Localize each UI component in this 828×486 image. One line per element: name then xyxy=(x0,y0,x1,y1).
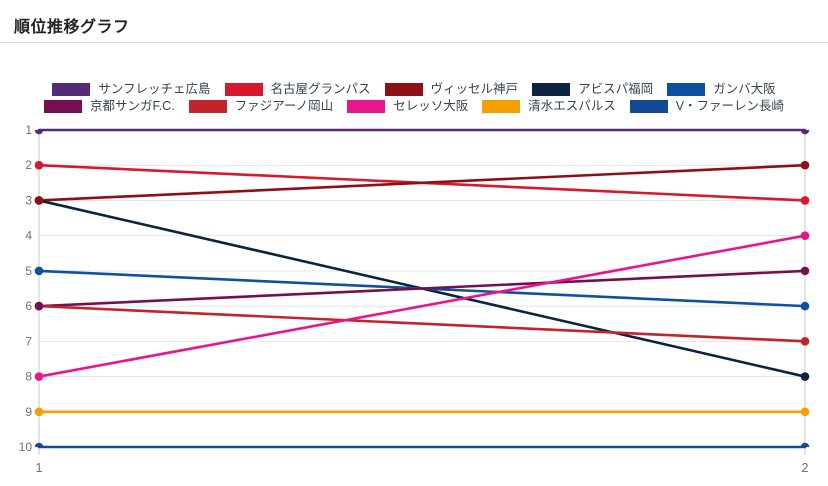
legend-swatch-icon xyxy=(667,82,706,96)
x-axis-tick-label: 2 xyxy=(802,461,809,475)
legend-item[interactable]: ヴィッセル神戸 xyxy=(384,82,519,96)
data-point xyxy=(800,337,810,346)
data-point xyxy=(34,442,44,447)
y-axis-tick-label: 9 xyxy=(25,405,32,419)
x-axis-tick-label: 1 xyxy=(36,461,43,475)
legend-item[interactable]: セレッソ大阪 xyxy=(347,99,468,113)
legend-label: アビスパ福岡 xyxy=(578,82,654,96)
legend-label: サンフレッチェ広島 xyxy=(98,82,211,96)
y-axis-tick-label: 2 xyxy=(25,158,32,172)
y-axis-tick-label: 3 xyxy=(25,193,32,207)
page-title: 順位推移グラフ xyxy=(14,19,130,36)
legend-row: 京都サンガF.C. ファジアーノ岡山 セレッソ大阪 清水エスパルス V・ファーレン長崎 xyxy=(0,99,828,113)
legend-label: V・ファーレン長崎 xyxy=(675,99,785,113)
legend-swatch-icon xyxy=(347,99,386,113)
legend-item[interactable]: サンフレッチェ広島 xyxy=(52,82,211,96)
y-axis-tick-label: 1 xyxy=(25,123,32,137)
data-point xyxy=(800,196,810,205)
y-axis-tick-label: 7 xyxy=(25,334,32,348)
legend-swatch-icon xyxy=(224,82,263,96)
legend-swatch-icon xyxy=(384,82,423,96)
title-divider xyxy=(0,42,828,43)
legend-item[interactable]: 京都サンガF.C. xyxy=(43,99,175,113)
chart-legend: サンフレッチェ広島 名古屋グランパス ヴィッセル神戸 アビスパ福岡 ガンバ大阪京都サンガ… xyxy=(0,82,828,113)
data-point xyxy=(34,301,44,311)
series-markers xyxy=(34,130,810,447)
data-point xyxy=(800,231,810,240)
legend-label: 清水エスパルス xyxy=(528,99,616,113)
y-axis-tick-label: 8 xyxy=(25,370,32,384)
legend-item[interactable]: アビスパ福岡 xyxy=(532,82,653,96)
data-point xyxy=(800,442,810,447)
data-point xyxy=(800,301,810,311)
legend-label: ヴィッセル神戸 xyxy=(430,82,519,96)
data-point xyxy=(800,372,810,381)
data-point xyxy=(800,407,810,417)
legend-label: セレッソ大阪 xyxy=(393,99,469,113)
data-point xyxy=(34,160,44,170)
legend-label: 京都サンガF.C. xyxy=(89,99,175,113)
legend-item[interactable]: 清水エスパルス xyxy=(482,99,616,113)
y-axis-tick-label: 5 xyxy=(25,264,32,278)
y-axis-tick-label: 6 xyxy=(25,299,32,313)
data-point xyxy=(800,160,810,170)
data-point xyxy=(800,266,810,276)
data-point xyxy=(34,266,44,276)
series-line xyxy=(37,234,807,378)
series-line xyxy=(37,304,807,343)
legend-swatch-icon xyxy=(532,82,571,96)
legend-item[interactable]: ガンバ大阪 xyxy=(667,82,776,96)
legend-label: 名古屋グランパス xyxy=(270,82,371,96)
legend-swatch-icon xyxy=(43,99,82,113)
data-point xyxy=(34,407,44,417)
y-axis-tick-label: 10 xyxy=(19,440,33,454)
legend-swatch-icon xyxy=(188,99,227,113)
data-point xyxy=(800,130,810,135)
legend-swatch-icon xyxy=(482,99,521,113)
legend-item[interactable]: 名古屋グランパス xyxy=(224,82,371,96)
legend-item[interactable]: V・ファーレン長崎 xyxy=(629,99,785,113)
legend-label: ファジアーノ岡山 xyxy=(234,99,334,113)
legend-label: ガンバ大阪 xyxy=(713,82,776,96)
legend-item[interactable]: ファジアーノ岡山 xyxy=(188,99,334,113)
data-point xyxy=(34,372,44,381)
legend-swatch-icon xyxy=(52,82,91,96)
legend-row: サンフレッチェ広島 名古屋グランパス ヴィッセル神戸 アビスパ福岡 ガンバ大阪 xyxy=(0,82,828,96)
series-line xyxy=(37,163,807,202)
legend-swatch-icon xyxy=(629,99,668,113)
data-point xyxy=(34,196,44,205)
data-point xyxy=(34,130,44,135)
series-line xyxy=(37,269,807,308)
y-axis-tick-label: 4 xyxy=(25,229,32,243)
